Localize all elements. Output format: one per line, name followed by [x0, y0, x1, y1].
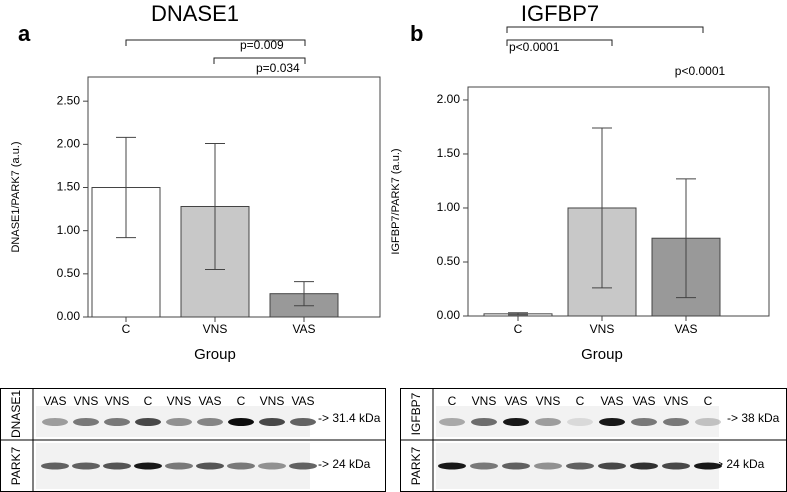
lane-label: VNS [536, 394, 561, 408]
band [599, 418, 625, 426]
lane-label: VNS [260, 394, 285, 408]
band-size: -> 38 kDa [727, 411, 780, 425]
y-axis-label: IGFBP7/PARK7 (a.u.) [390, 148, 402, 254]
band [227, 462, 255, 470]
lane-label: VAS [291, 394, 314, 408]
band [289, 462, 317, 470]
significance-bracket [506, 39, 613, 46]
lane-label: C [144, 394, 153, 408]
y-tick-label: 1.50 [57, 180, 81, 194]
chart-title: DNASE1 [151, 1, 239, 26]
y-tick-label: 1.00 [437, 200, 461, 214]
band [165, 462, 193, 470]
lane-label: VAS [504, 394, 527, 408]
band [439, 418, 465, 426]
band-size: -> 31.4 kDa [318, 411, 381, 425]
lane-label: VAS [43, 394, 66, 408]
band [258, 462, 286, 470]
band [197, 418, 223, 426]
y-tick-label: 1.00 [57, 223, 81, 237]
band [694, 462, 722, 470]
blot-row-label: IGFBP7 [409, 392, 423, 435]
band [598, 462, 626, 470]
y-tick-label: 0.00 [57, 309, 81, 323]
band [663, 418, 689, 426]
y-tick-label: 2.50 [57, 93, 81, 107]
band [135, 418, 161, 426]
band [535, 418, 561, 426]
lane-label: VNS [664, 394, 689, 408]
lane-label: C [704, 394, 713, 408]
band [42, 418, 68, 426]
lane-label: VAS [198, 394, 221, 408]
band-size: -> 24 kDa [712, 457, 765, 471]
band [73, 418, 99, 426]
band-size: -> 24 kDa [318, 457, 371, 471]
blot-row-label: PARK7 [9, 446, 23, 485]
band [470, 462, 498, 470]
x-tick-label: VNS [203, 322, 228, 336]
p-value: p<0.0001 [509, 40, 560, 54]
band [103, 462, 131, 470]
y-tick-label: 0.50 [437, 254, 461, 268]
x-tick-label: C [514, 322, 523, 336]
band [567, 418, 593, 426]
band [134, 462, 162, 470]
band [41, 462, 69, 470]
x-tick-label: VAS [674, 322, 697, 336]
p-value: p<0.0001 [675, 64, 726, 78]
band [72, 462, 100, 470]
lane-label: VNS [472, 394, 497, 408]
lane-label: VAS [632, 394, 655, 408]
band [695, 418, 721, 426]
band [438, 462, 466, 470]
panel-label: b [410, 21, 423, 46]
lane-label: C [237, 394, 246, 408]
y-tick-label: 2.00 [437, 92, 461, 106]
band [662, 462, 690, 470]
y-tick-label: 1.50 [437, 146, 461, 160]
significance-bracket [506, 26, 704, 33]
p-value: p=0.034 [256, 61, 300, 75]
significance-bracket [213, 57, 306, 64]
band [228, 418, 254, 426]
lane-label: C [576, 394, 585, 408]
band [166, 418, 192, 426]
lane-label: VNS [74, 394, 99, 408]
blot-row-label: DNASE1 [9, 390, 23, 438]
y-tick-label: 0.50 [57, 266, 81, 280]
x-axis-label: Group [581, 346, 623, 363]
x-tick-label: C [122, 322, 131, 336]
lane-label: C [448, 394, 457, 408]
x-tick-label: VAS [292, 322, 315, 336]
x-tick-label: VNS [590, 322, 615, 336]
y-tick-label: 2.00 [57, 137, 81, 151]
lane-label: VAS [600, 394, 623, 408]
p-value: p=0.009 [240, 38, 284, 52]
band [471, 418, 497, 426]
band [502, 462, 530, 470]
lane-label: VNS [167, 394, 192, 408]
chart-title: IGFBP7 [521, 1, 599, 26]
band [196, 462, 224, 470]
blot-row-label: PARK7 [409, 446, 423, 485]
significance-bracket [125, 39, 306, 46]
y-axis-label: DNASE1/PARK7 (a.u.) [10, 141, 22, 252]
x-axis-label: Group [194, 346, 236, 363]
panel-label: a [18, 21, 31, 46]
band [259, 418, 285, 426]
y-tick-label: 0.00 [437, 308, 461, 322]
band [104, 418, 130, 426]
band [566, 462, 594, 470]
lane-label: VNS [105, 394, 130, 408]
band [290, 418, 316, 426]
band [631, 418, 657, 426]
band [534, 462, 562, 470]
band [503, 418, 529, 426]
band [630, 462, 658, 470]
